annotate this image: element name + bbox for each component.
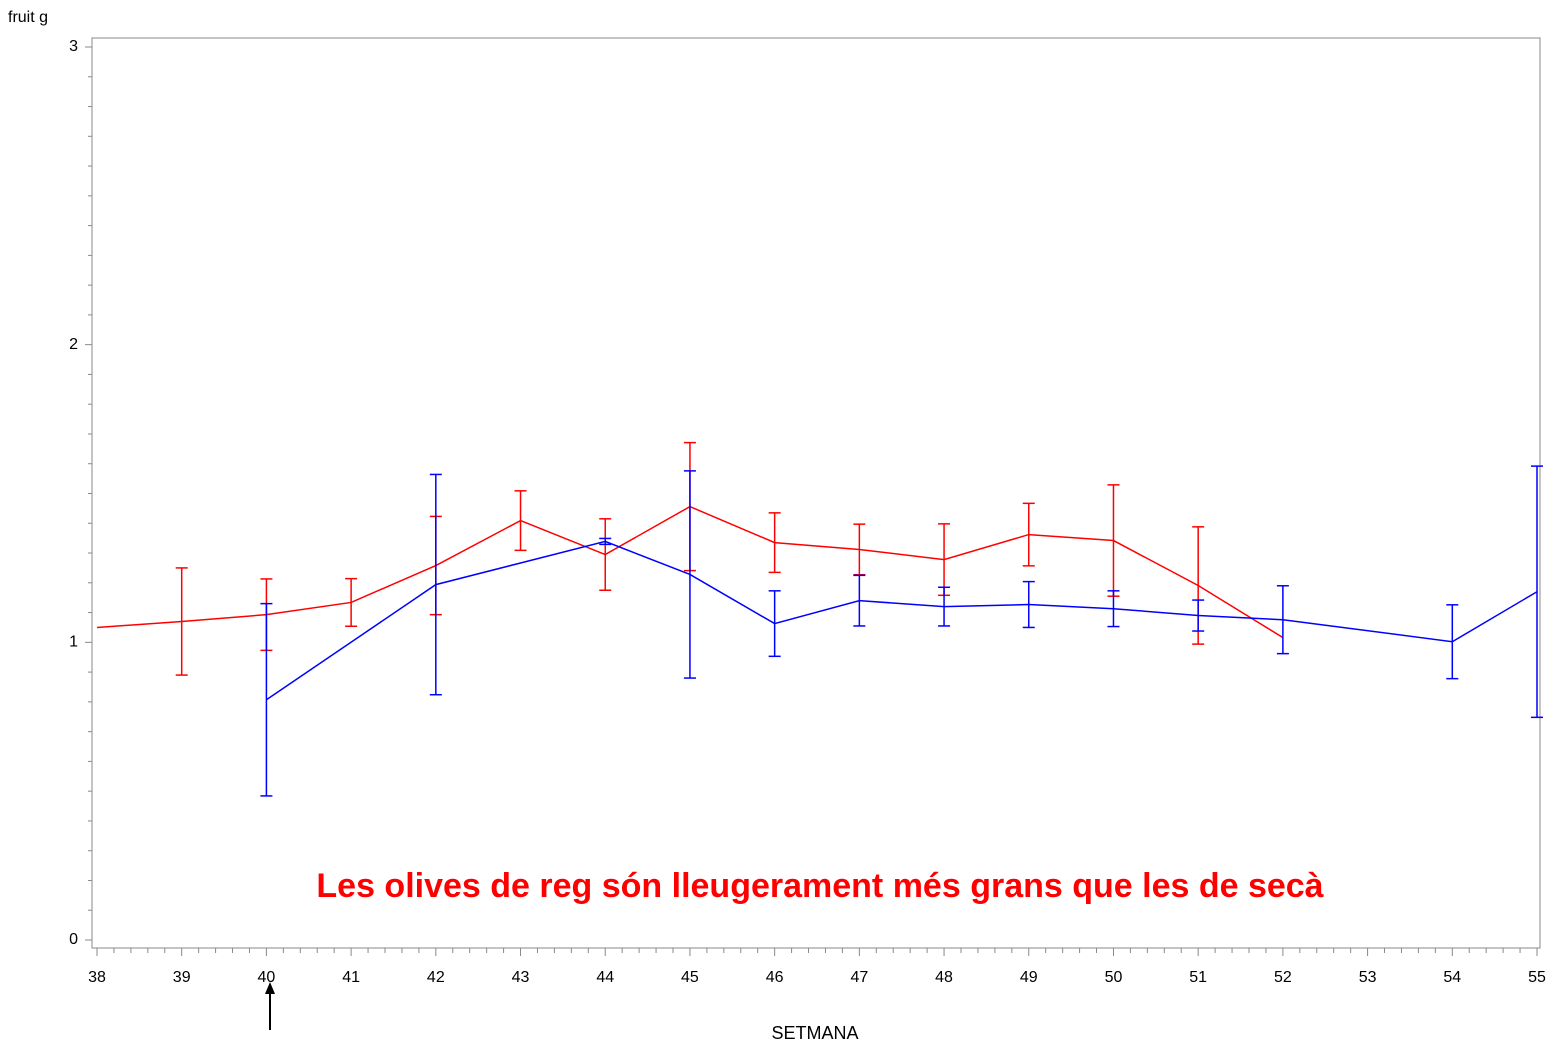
error-bar <box>1192 599 1205 632</box>
y-tick-label: 1 <box>69 634 78 651</box>
error-bar <box>599 537 612 546</box>
error-bar <box>1107 590 1120 628</box>
error-bar <box>1531 465 1543 719</box>
x-tick-label: 52 <box>1274 969 1292 986</box>
error-bar <box>260 602 273 797</box>
x-axis-label: SETMANA <box>771 1023 858 1043</box>
x-tick-label: 50 <box>1105 969 1123 986</box>
error-bar <box>853 574 866 627</box>
x-tick-label: 49 <box>1020 969 1038 986</box>
series-line <box>265 540 1538 701</box>
y-axis-label: fruit g <box>8 9 48 26</box>
error-bar <box>1022 580 1035 629</box>
error-bar <box>768 590 781 658</box>
error-bar <box>1276 585 1289 655</box>
plot-frame <box>91 37 1541 949</box>
x-tick-label: 54 <box>1443 969 1461 986</box>
error-bar <box>1022 502 1035 567</box>
x-tick-label: 45 <box>681 969 699 986</box>
error-bar <box>768 512 781 574</box>
error-bar <box>683 470 696 679</box>
x-tick-label: 55 <box>1528 969 1546 986</box>
x-tick-label: 38 <box>88 969 106 986</box>
y-tick-label: 0 <box>69 931 78 948</box>
x-tick-label: 53 <box>1359 969 1377 986</box>
error-bar <box>429 473 442 696</box>
error-bar <box>1446 604 1459 680</box>
y-tick-label: 2 <box>69 336 78 353</box>
arrow <box>265 982 275 1030</box>
x-tick-label: 41 <box>342 969 360 986</box>
annotation: Les olives de reg són lleugerament més g… <box>316 867 1323 905</box>
error-bar <box>175 567 188 676</box>
x-tick-label: 39 <box>173 969 191 986</box>
y-tick-label: 3 <box>69 38 78 55</box>
x-tick-label: 47 <box>850 969 868 986</box>
x-tick-label: 44 <box>596 969 614 986</box>
x-tick-label: 48 <box>935 969 953 986</box>
x-tick-label: 43 <box>512 969 530 986</box>
error-bar <box>345 577 358 628</box>
error-bar <box>514 490 527 552</box>
error-bar <box>599 518 612 591</box>
error-bar <box>938 586 951 627</box>
x-tick-label: 40 <box>258 969 276 986</box>
x-tick-label: 42 <box>427 969 445 986</box>
x-tick-label: 46 <box>766 969 784 986</box>
x-tick-label: 51 <box>1189 969 1207 986</box>
